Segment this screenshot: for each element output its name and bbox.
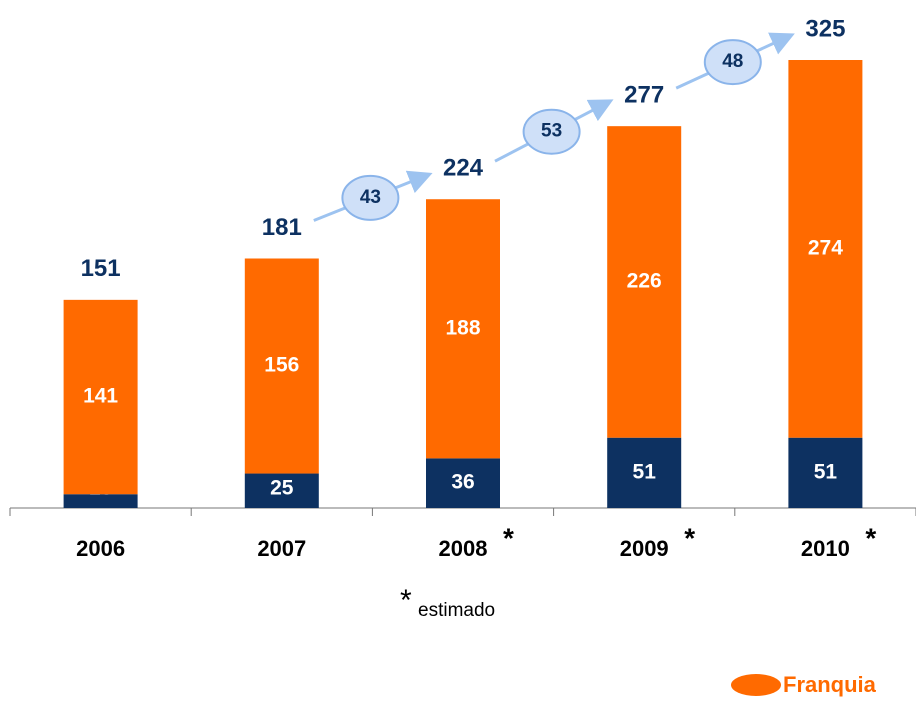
x-tick-label: 2008 <box>439 536 488 561</box>
bar-segment <box>426 458 500 508</box>
category-mark: * <box>684 522 695 553</box>
x-tick-label: 2009 <box>620 536 669 561</box>
footnote-mark: * <box>400 584 412 617</box>
bar-segment <box>607 126 682 438</box>
growth-bubble <box>522 108 581 155</box>
growth-bubble <box>341 174 400 221</box>
segment-label: 36 <box>451 471 474 494</box>
segment-label: 25 <box>270 477 294 500</box>
total-label: 277 <box>624 82 664 109</box>
growth-label: 43 <box>360 187 381 208</box>
bar-segment <box>244 258 319 474</box>
bar-segment <box>63 299 138 495</box>
segment-label: 156 <box>264 354 299 377</box>
bar-segment <box>63 494 138 508</box>
bar-segment <box>244 473 319 508</box>
total-label: 224 <box>443 155 484 182</box>
growth-label: 53 <box>541 121 562 142</box>
segment-label: 274 <box>808 236 843 259</box>
segment-label: 226 <box>627 269 662 292</box>
segment-label: 188 <box>445 316 480 339</box>
x-tick-label: 2007 <box>257 536 306 561</box>
total-label: 151 <box>81 255 121 282</box>
bar-segment <box>788 437 863 508</box>
bar-segment <box>788 60 863 438</box>
segment-label: 51 <box>633 460 657 483</box>
category-mark: * <box>503 522 514 553</box>
x-tick-label: 2010 <box>801 536 850 561</box>
growth-label: 48 <box>722 51 743 72</box>
total-label: 325 <box>805 15 845 42</box>
segment-label: 141 <box>83 385 118 408</box>
growth-bubble <box>703 39 762 86</box>
total-label: 181 <box>262 214 302 241</box>
x-tick-label: 2006 <box>76 536 125 561</box>
legend-swatch <box>731 674 781 696</box>
segment-label: 51 <box>814 460 838 483</box>
bar-segment <box>607 437 682 508</box>
bar-segment <box>426 199 500 459</box>
legend-label: Franquia <box>783 672 877 697</box>
footnote-text: estimado <box>418 600 495 621</box>
category-mark: * <box>865 522 876 553</box>
